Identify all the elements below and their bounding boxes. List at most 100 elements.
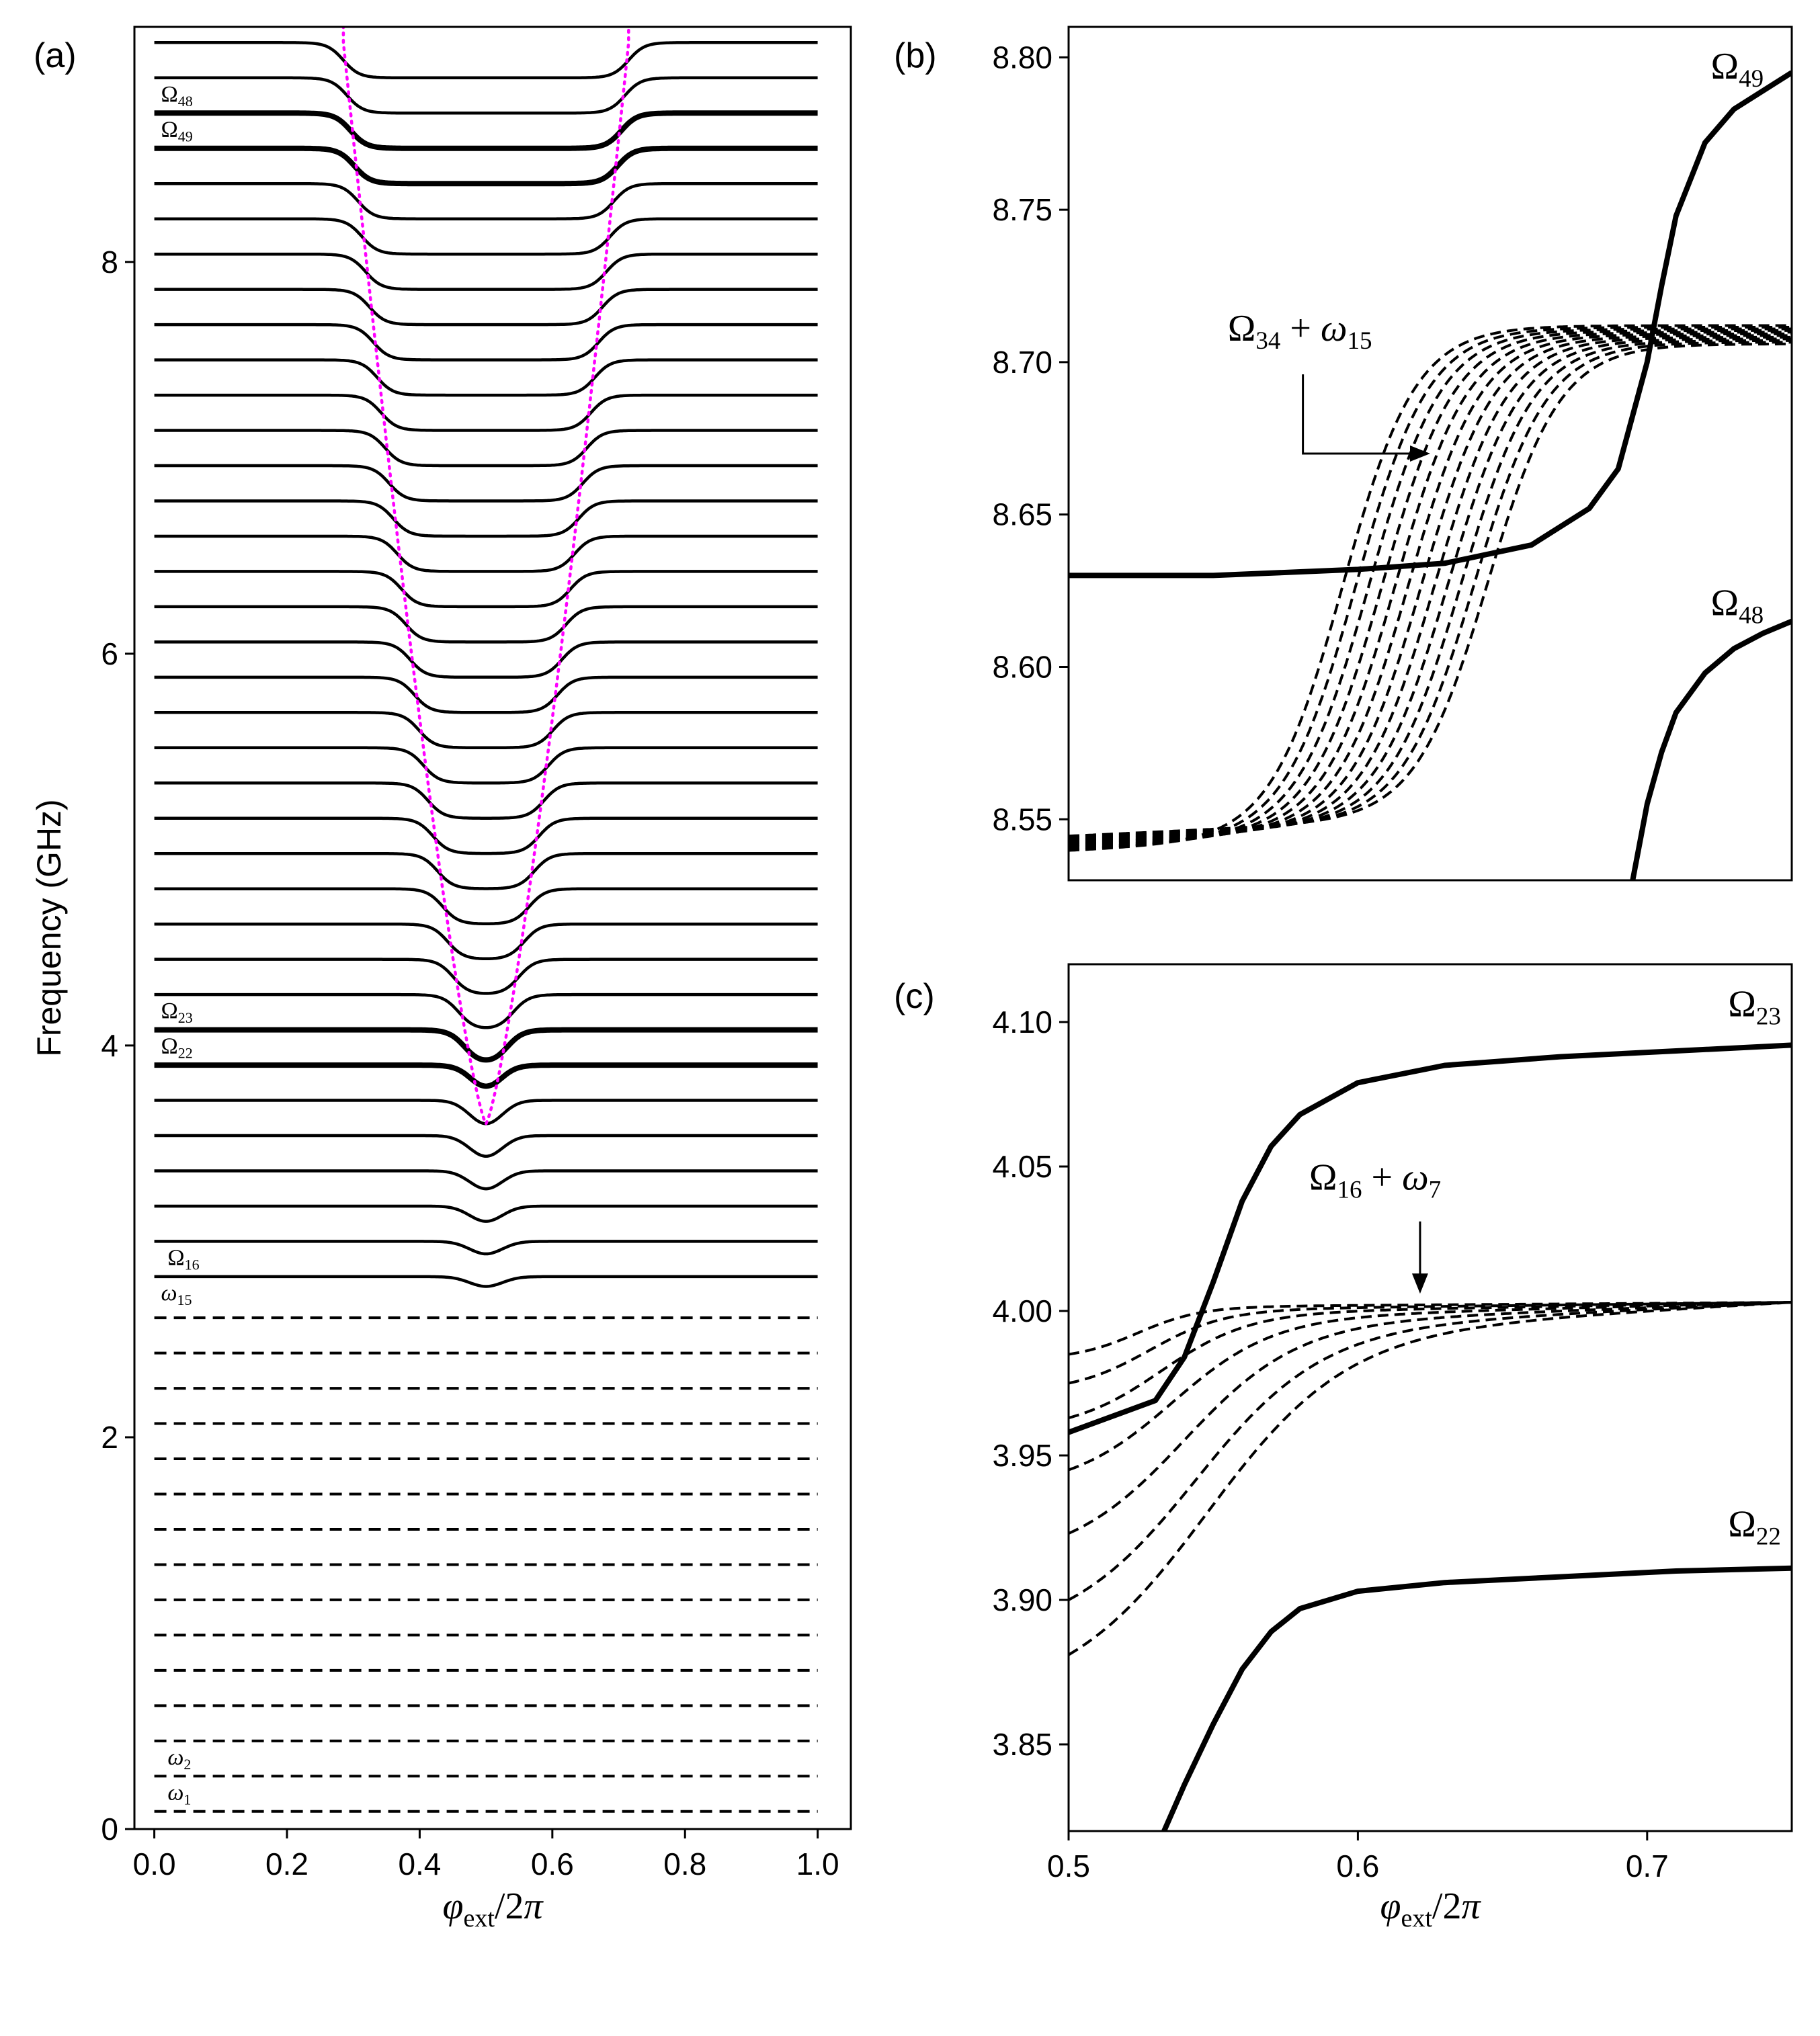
panel-c-ytick-label-1: 3.90 bbox=[992, 1582, 1052, 1617]
Omega-mode-47 bbox=[154, 181, 818, 220]
series-Ω49 bbox=[1069, 70, 1792, 579]
series-Ω48 bbox=[1630, 618, 1792, 880]
panel-b-curve-label-0: Ω49 bbox=[1710, 46, 1764, 93]
panel-a-curves bbox=[154, 27, 818, 1813]
panel-c-arrow-head bbox=[1411, 1273, 1428, 1294]
panel-a-ytick-label-0: 0 bbox=[101, 1812, 118, 1847]
Omega-mode-33 bbox=[154, 675, 818, 714]
panel-a-label: (a) bbox=[34, 36, 77, 75]
panel-a-xtick-label-0: 0.0 bbox=[133, 1847, 176, 1881]
mode-label-3: Ω22 bbox=[161, 1034, 192, 1062]
Omega-mode-17 bbox=[154, 1240, 818, 1256]
panel-b-ytick-label-2: 8.65 bbox=[992, 497, 1052, 532]
panel-b-frame bbox=[1067, 26, 1793, 882]
panel-a-ytick-label-3: 6 bbox=[101, 636, 118, 671]
panel-b-curves bbox=[1069, 70, 1792, 880]
panel-b-arrow-head bbox=[1410, 446, 1430, 462]
panel-a-ylabel: Frequency (GHz) bbox=[30, 799, 68, 1056]
Omega-mode-34 bbox=[154, 640, 818, 679]
panel-b-ytick-label-3: 8.70 bbox=[992, 345, 1052, 380]
Omega-mode-25 bbox=[154, 958, 818, 995]
panel-c-annotation: Ω16 + ω7 bbox=[1309, 1157, 1441, 1204]
panel-c-ytick-label-4: 4.05 bbox=[992, 1149, 1052, 1184]
Omega-mode-42 bbox=[154, 358, 818, 397]
panel-b-ytick-label-4: 8.75 bbox=[992, 192, 1052, 227]
panel-c-curves bbox=[1069, 1042, 1792, 1831]
Omega-mode-41 bbox=[154, 393, 818, 432]
Omega-mode-32 bbox=[154, 711, 818, 750]
panel-a-xtick-label-2: 0.4 bbox=[398, 1847, 441, 1881]
panel-c: 3.85 3.90 3.95 4.00 4.05 4.10 0.5 0.6 0.7 Ω23 Ω22 Ω… bbox=[894, 963, 1793, 1933]
panel-c-xtick-label-0: 0.5 bbox=[1047, 1849, 1090, 1883]
panel-b-label: (b) bbox=[894, 36, 937, 75]
bare-frequency-guide bbox=[341, 27, 630, 1128]
Omega-mode-36 bbox=[154, 570, 818, 609]
panel-c-frame bbox=[1067, 963, 1793, 1832]
panel-a-ytick-label-4: 8 bbox=[101, 245, 118, 280]
panel-a: 0 2 4 6 8 0.0 0.2 0.4 0.6 0.8 1.0 Ω48 Ω49 Ω23 Ω22 Ω16 ω1… bbox=[30, 26, 852, 1933]
panel-a-xlabel: φext/2π bbox=[442, 1885, 544, 1933]
Omega-mode-19 bbox=[154, 1169, 818, 1191]
panel-c-ytick-label-2: 3.95 bbox=[992, 1438, 1052, 1473]
mode-label-7: ω1 bbox=[167, 1780, 191, 1808]
Omega-mode-40 bbox=[154, 429, 818, 468]
mode-label-0: Ω48 bbox=[161, 82, 192, 110]
panel-c-xtick-label-1: 0.6 bbox=[1336, 1849, 1379, 1883]
mode-label-1: Ω49 bbox=[161, 117, 192, 144]
panel-a-xtick-label-5: 1.0 bbox=[796, 1847, 839, 1881]
panel-b-curve-label-1: Ω48 bbox=[1710, 582, 1764, 629]
Omega-mode-51 bbox=[154, 41, 818, 80]
Omega-mode-20 bbox=[154, 1134, 818, 1158]
Omega-mode-37 bbox=[154, 534, 818, 573]
panel-a-xtick-label-1: 0.2 bbox=[265, 1847, 308, 1881]
Omega-mode-28 bbox=[154, 851, 818, 890]
Omega-mode-48 bbox=[154, 145, 818, 187]
panel-a-ytick-label-1: 2 bbox=[101, 1420, 118, 1455]
Omega-mode-18 bbox=[154, 1204, 818, 1223]
panel-c-ytick-label-3: 4.00 bbox=[992, 1293, 1052, 1328]
panel-c-xtick-label-2: 0.7 bbox=[1626, 1849, 1669, 1883]
Omega-mode-26 bbox=[154, 922, 818, 961]
panel-b-ytick-label-1: 8.60 bbox=[992, 650, 1052, 685]
Omega-mode-43 bbox=[154, 323, 818, 362]
panel-b-ytick-label-5: 8.80 bbox=[992, 40, 1052, 75]
Omega-mode-22 bbox=[154, 1062, 818, 1089]
Omega-mode-49 bbox=[154, 110, 818, 151]
panel-c-label: (c) bbox=[894, 977, 935, 1016]
panel-c-curve-label-0: Ω23 bbox=[1728, 983, 1781, 1030]
Omega-mode-38 bbox=[154, 499, 818, 538]
Omega-mode-44 bbox=[154, 288, 818, 327]
panel-c-xlabel: φext/2π bbox=[1380, 1885, 1481, 1933]
Omega-mode-23 bbox=[154, 1027, 818, 1063]
panel-b: 8.55 8.60 8.65 8.70 8.75 8.80 Ω49 Ω48 Ω34 + ω15 (… bbox=[894, 26, 1793, 882]
series-Ω22 bbox=[1161, 1565, 1792, 1831]
Omega-mode-46 bbox=[154, 217, 818, 256]
panel-b-arrow bbox=[1302, 374, 1414, 455]
mode-label-2: Ω23 bbox=[161, 999, 192, 1026]
mode-label-5: ω15 bbox=[161, 1281, 192, 1308]
Omega-mode-45 bbox=[154, 252, 818, 291]
dashed-mode-c-5 bbox=[1069, 1301, 1792, 1385]
dashed-mode-c-1 bbox=[1069, 1301, 1792, 1601]
Omega-mode-24 bbox=[154, 992, 818, 1029]
Omega-mode-27 bbox=[154, 887, 818, 925]
Omega-mode-39 bbox=[154, 464, 818, 503]
dashed-mode-c-0 bbox=[1069, 1301, 1792, 1656]
panel-b-annotation: Ω34 + ω15 bbox=[1228, 308, 1372, 355]
mode-label-4: Ω16 bbox=[167, 1245, 199, 1273]
panel-a-ytick-label-2: 4 bbox=[101, 1028, 118, 1063]
Omega-mode-35 bbox=[154, 605, 818, 644]
series-Ω23 bbox=[1069, 1042, 1792, 1435]
panel-a-xtick-label-3: 0.6 bbox=[531, 1847, 574, 1881]
panel-a-xtick-label-4: 0.8 bbox=[663, 1847, 706, 1881]
panel-a-frame bbox=[133, 26, 852, 1830]
dashed-mode-c-6 bbox=[1069, 1301, 1792, 1356]
panel-c-curve-label-1: Ω22 bbox=[1728, 1503, 1781, 1550]
panel-c-ytick-label-5: 4.10 bbox=[992, 1005, 1052, 1040]
panel-c-ytick-label-0: 3.85 bbox=[992, 1727, 1052, 1762]
Omega-mode-30 bbox=[154, 781, 818, 820]
Omega-mode-50 bbox=[154, 76, 818, 115]
Omega-mode-16 bbox=[154, 1275, 818, 1288]
mode-label-6: ω2 bbox=[167, 1745, 191, 1773]
